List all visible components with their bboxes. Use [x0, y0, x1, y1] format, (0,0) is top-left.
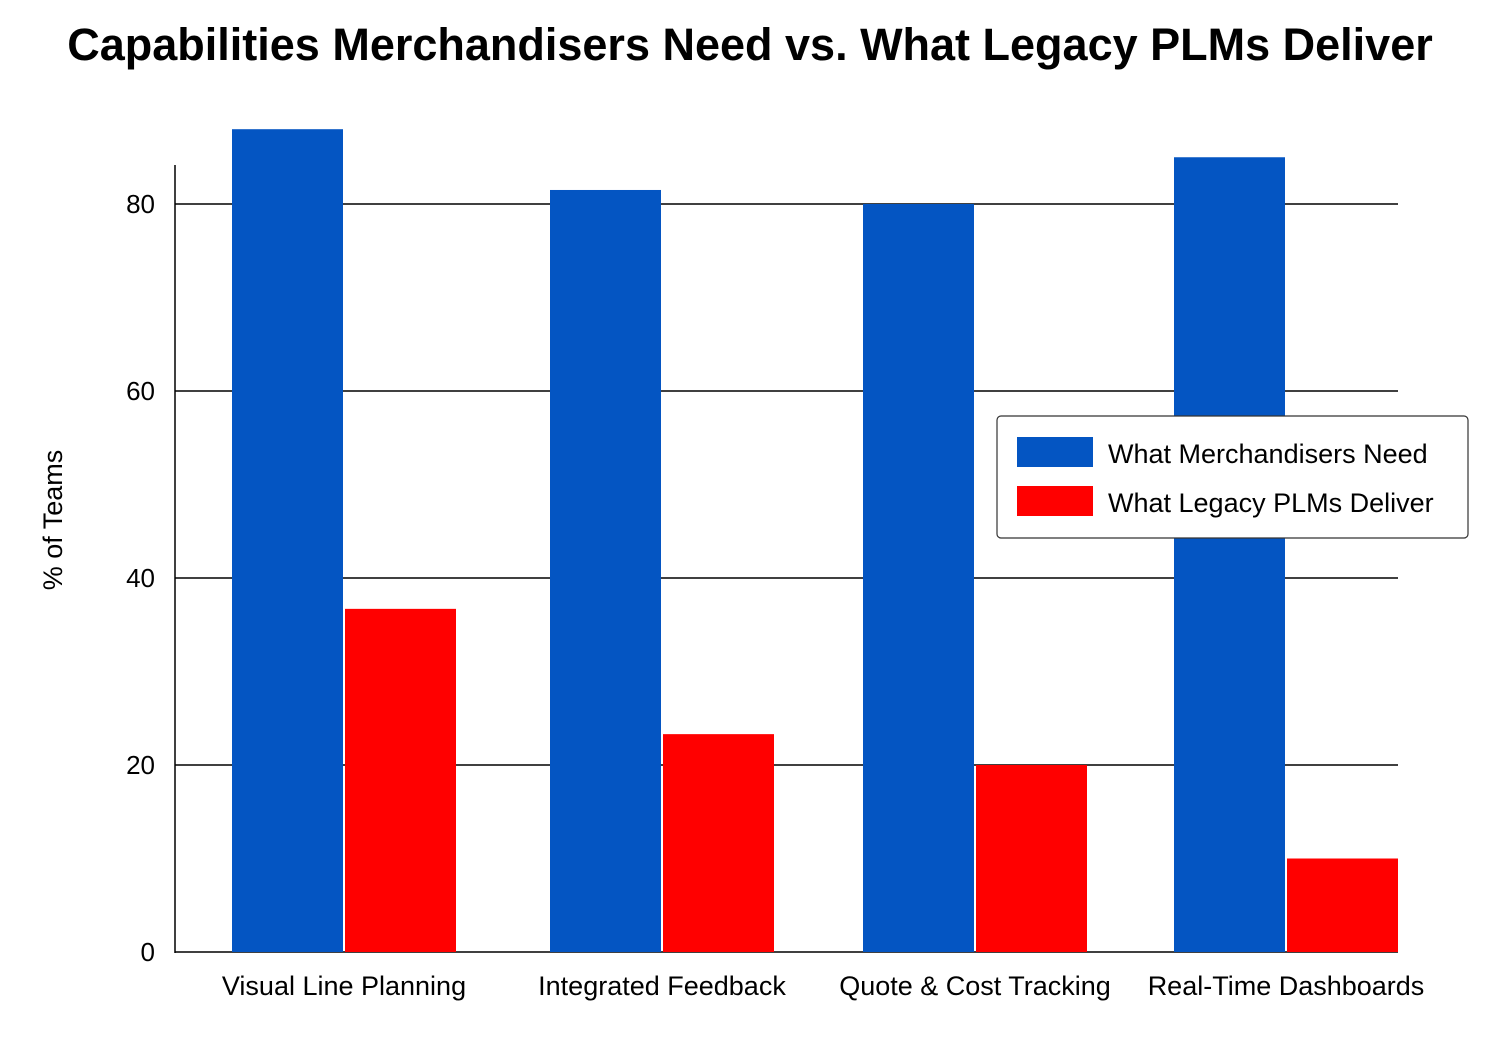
bar-deliver: [1287, 858, 1398, 952]
chart-title: Capabilities Merchandisers Need vs. What…: [67, 19, 1433, 70]
legend: What Merchandisers Need What Legacy PLMs …: [996, 415, 1469, 539]
y-tick-label: 80: [126, 189, 155, 219]
y-axis-label: % of Teams: [38, 450, 68, 591]
bar-need: [550, 189, 661, 953]
bar-deliver: [663, 734, 774, 952]
y-tick-label: 60: [126, 376, 155, 406]
bar-need: [863, 204, 974, 952]
bar-deliver: [345, 608, 456, 952]
legend-label: What Legacy PLMs Deliver: [1108, 488, 1434, 518]
y-tick-label: 20: [126, 750, 155, 780]
y-tick-label: 0: [141, 937, 155, 967]
bar-deliver: [976, 765, 1087, 952]
bar-need: [1174, 157, 1285, 952]
legend-swatch: [1017, 486, 1093, 516]
x-tick-label: Integrated Feedback: [538, 971, 786, 1001]
legend-box: [996, 415, 1469, 539]
legend-label: What Merchandisers Need: [1108, 439, 1428, 469]
x-tick-label: Quote & Cost Tracking: [839, 971, 1111, 1001]
x-tick-label: Real-Time Dashboards: [1148, 971, 1425, 1001]
legend-swatch: [1017, 437, 1093, 467]
y-tick-label: 40: [126, 563, 155, 593]
bar-need: [232, 129, 343, 952]
x-tick-label: Visual Line Planning: [222, 971, 466, 1001]
